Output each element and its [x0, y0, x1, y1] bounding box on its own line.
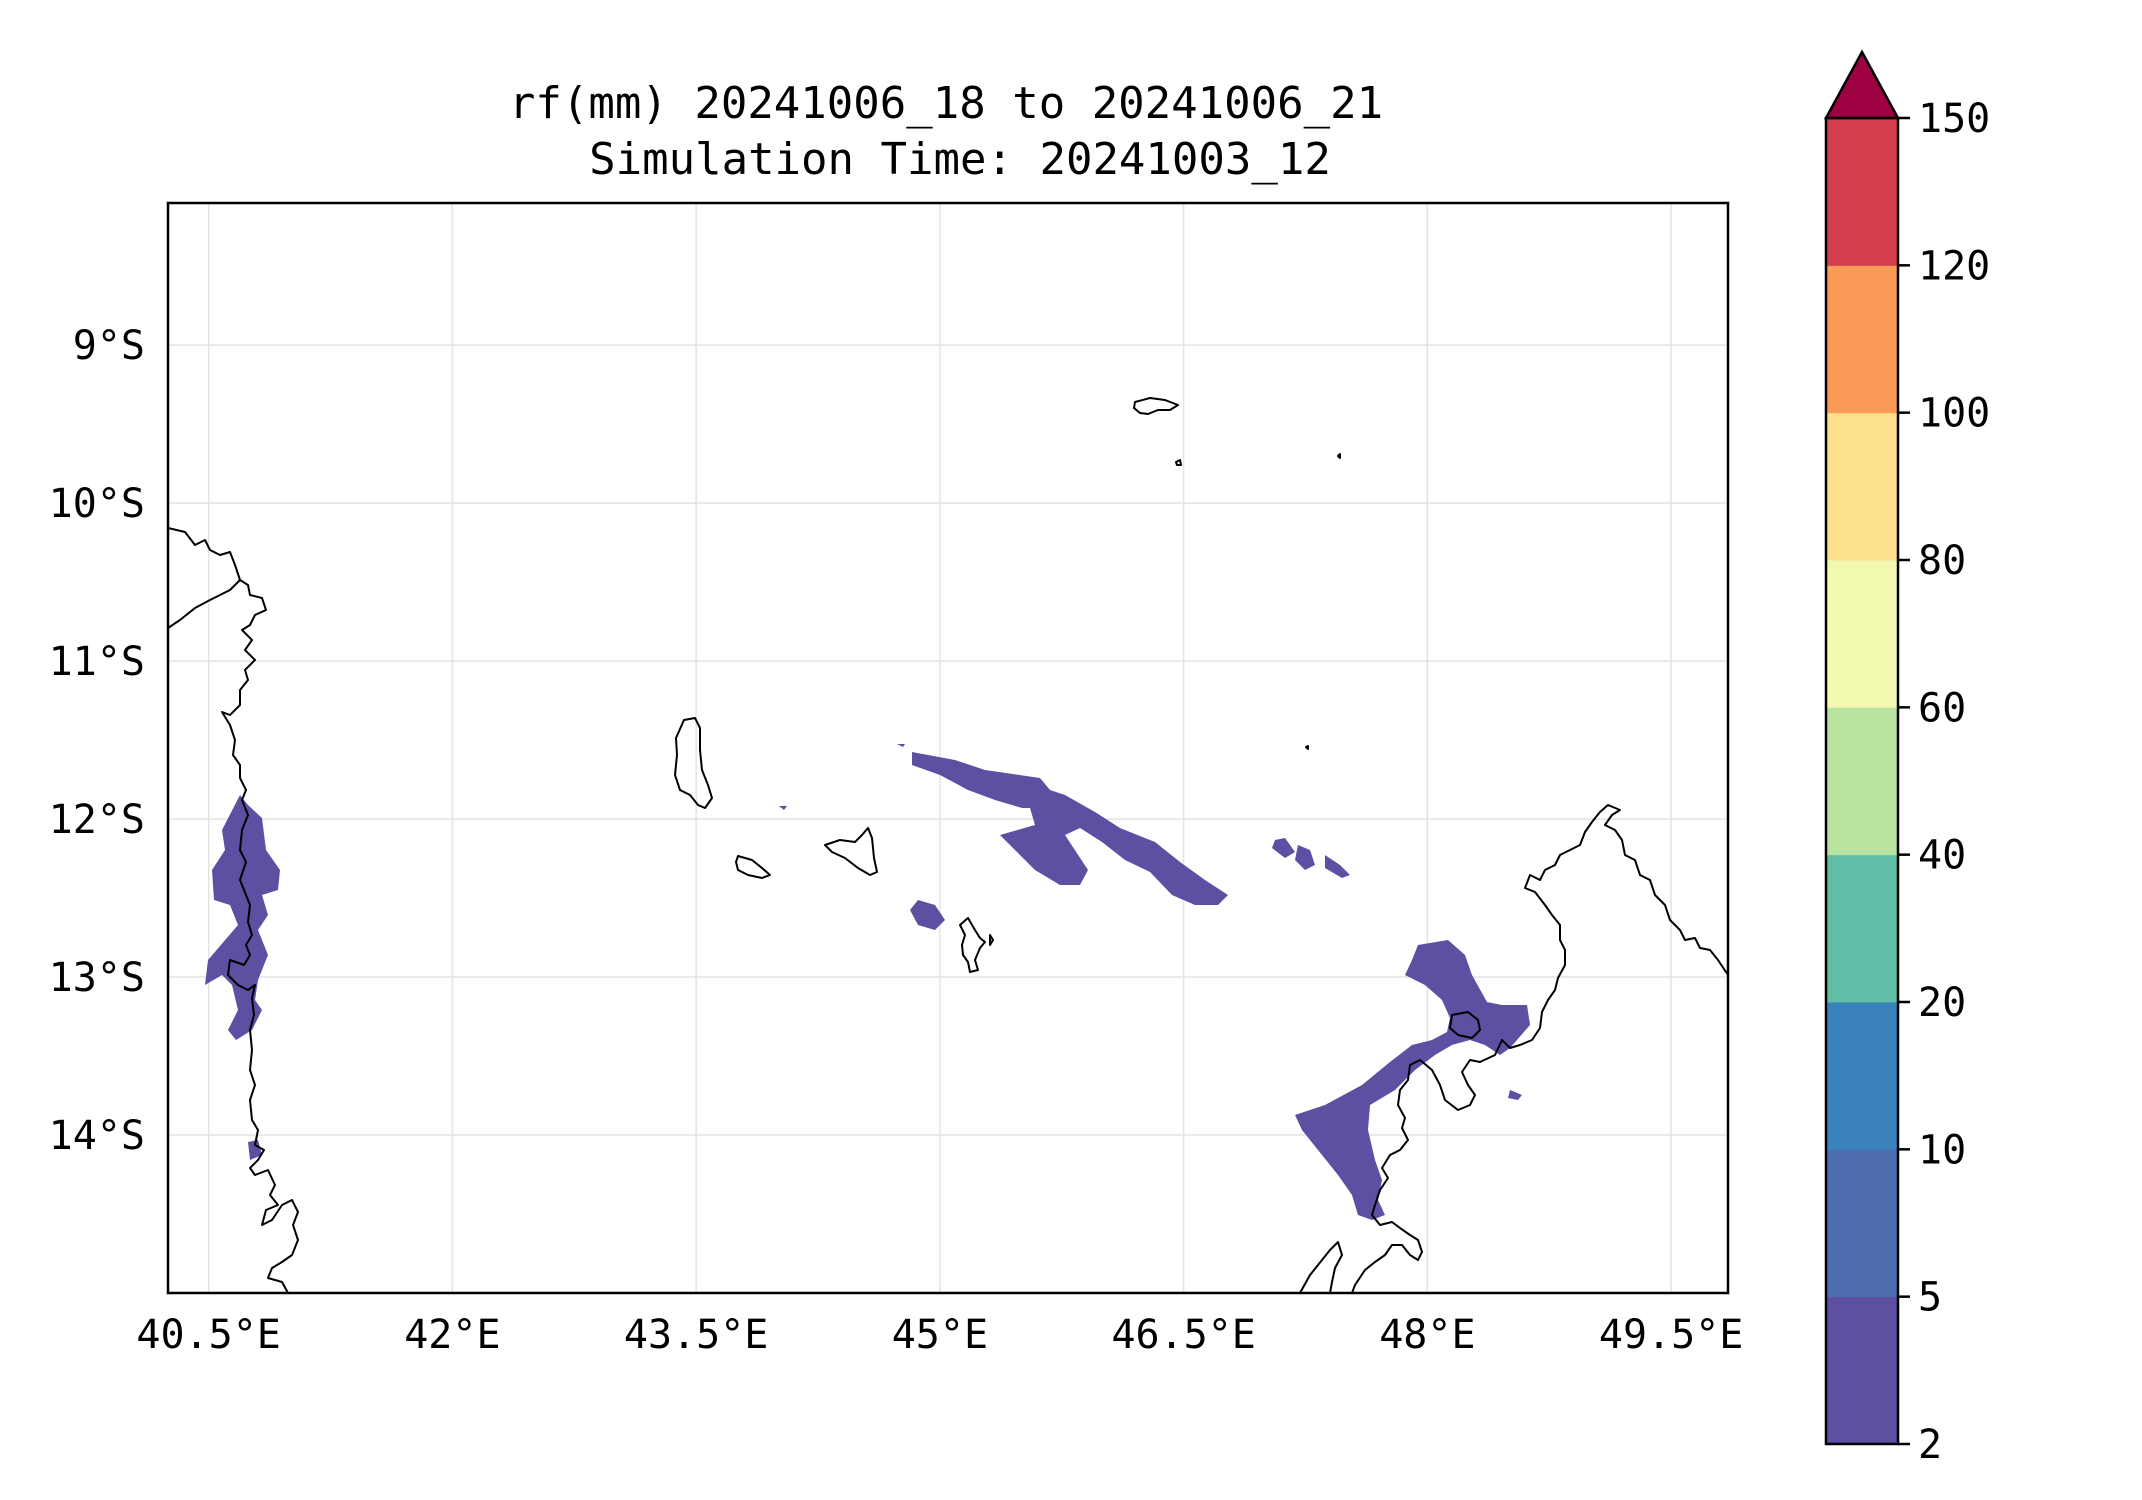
- colorbar: 2 5 10 20 40 60 80 100 120 150: [1823, 49, 1990, 1468]
- colorbar-segment: [1826, 560, 1898, 708]
- colorbar-tick-label: 40: [1918, 833, 1966, 879]
- lon-tick-label: 49.5°E: [1599, 1312, 1744, 1358]
- rain-region-east-small-1: [1272, 838, 1295, 858]
- colorbar-segment: [1826, 1002, 1898, 1150]
- island-small-north: [1305, 745, 1309, 750]
- island-assumption: [1175, 459, 1182, 466]
- lat-tick-label: 10°S: [49, 481, 145, 527]
- colorbar-tick-label: 60: [1918, 685, 1966, 731]
- colorbar-tick-label: 5: [1918, 1275, 1942, 1321]
- rain-region-west-coast: [205, 795, 280, 1040]
- lat-tick-label: 13°S: [49, 955, 145, 1001]
- colorbar-segment: [1826, 118, 1898, 266]
- lat-tick-label: 9°S: [73, 323, 145, 369]
- lon-tick-label: 45°E: [892, 1312, 988, 1358]
- colorbar-segment: [1826, 707, 1898, 856]
- map-area: [168, 397, 1728, 1293]
- coastline-madagascar-south: [1299, 1241, 1343, 1293]
- colorbar-tick-label: 100: [1918, 391, 1990, 437]
- rain-region-east-small-3: [1325, 855, 1350, 878]
- rainfall-regions: [205, 744, 1530, 1220]
- map-gridlines: [168, 203, 1728, 1293]
- rain-region-speck-1: [897, 744, 905, 747]
- colorbar-segment: [1826, 854, 1898, 1003]
- lat-tick-label: 14°S: [49, 1113, 145, 1159]
- island-anjouan: [824, 827, 878, 876]
- chart-title: rf(mm) 20241006_18 to 20241006_21: [509, 78, 1383, 129]
- colorbar-tick-label: 10: [1918, 1127, 1966, 1173]
- island-moheli: [735, 855, 771, 879]
- lon-tick-label: 40.5°E: [136, 1312, 281, 1358]
- island-cosmoledo: [1337, 453, 1341, 459]
- coastline-madagascar: [1351, 804, 1728, 1293]
- colorbar-segment: [1826, 1296, 1898, 1445]
- lon-tick-label: 42°E: [404, 1312, 500, 1358]
- colorbar-segment: [1826, 412, 1898, 561]
- coastline-africa-north: [168, 579, 241, 629]
- colorbar-tick-label: 20: [1918, 980, 1966, 1026]
- colorbar-tick-label: 120: [1918, 243, 1990, 289]
- lon-tick-label: 43.5°E: [624, 1312, 769, 1358]
- colorbar-tick-label: 80: [1918, 538, 1966, 584]
- island-grande-comore: [674, 717, 713, 809]
- latitude-tick-labels: 9°S 10°S 11°S 12°S 13°S 14°S: [49, 323, 145, 1159]
- longitude-tick-labels: 40.5°E 42°E 43.5°E 45°E 46.5°E 48°E 49.5°E: [136, 1312, 1743, 1358]
- colorbar-tick-label: 150: [1918, 96, 1990, 142]
- chart-subtitle: Simulation Time: 20241003_12: [589, 134, 1331, 185]
- island-mayotte: [959, 917, 994, 973]
- coastline-africa: [168, 527, 299, 1293]
- rain-region-east-small-2: [1295, 845, 1315, 870]
- rain-region-madagascar-small: [1508, 1090, 1522, 1100]
- lon-tick-label: 46.5°E: [1111, 1312, 1256, 1358]
- island-aldabra: [1133, 397, 1179, 415]
- map-frame: [166, 201, 1730, 1295]
- colorbar-segment: [1826, 1149, 1898, 1298]
- island-nosy-be: [1449, 1011, 1481, 1039]
- rain-region-west-coast-small: [248, 1140, 262, 1160]
- coastlines: [168, 397, 1728, 1293]
- rain-region-central-small: [910, 900, 945, 930]
- rain-region-speck-2: [779, 806, 787, 810]
- lat-tick-label: 11°S: [49, 639, 145, 685]
- colorbar-extend-arrow: [1823, 49, 1901, 120]
- rain-region-central-band: [912, 752, 1228, 905]
- rain-region-madagascar: [1295, 940, 1530, 1220]
- lat-tick-label: 12°S: [49, 797, 145, 843]
- colorbar-segment: [1826, 265, 1898, 414]
- lon-tick-label: 48°E: [1379, 1312, 1475, 1358]
- colorbar-tick-label: 2: [1918, 1422, 1942, 1468]
- colorbar-frame: [1824, 116, 1900, 1446]
